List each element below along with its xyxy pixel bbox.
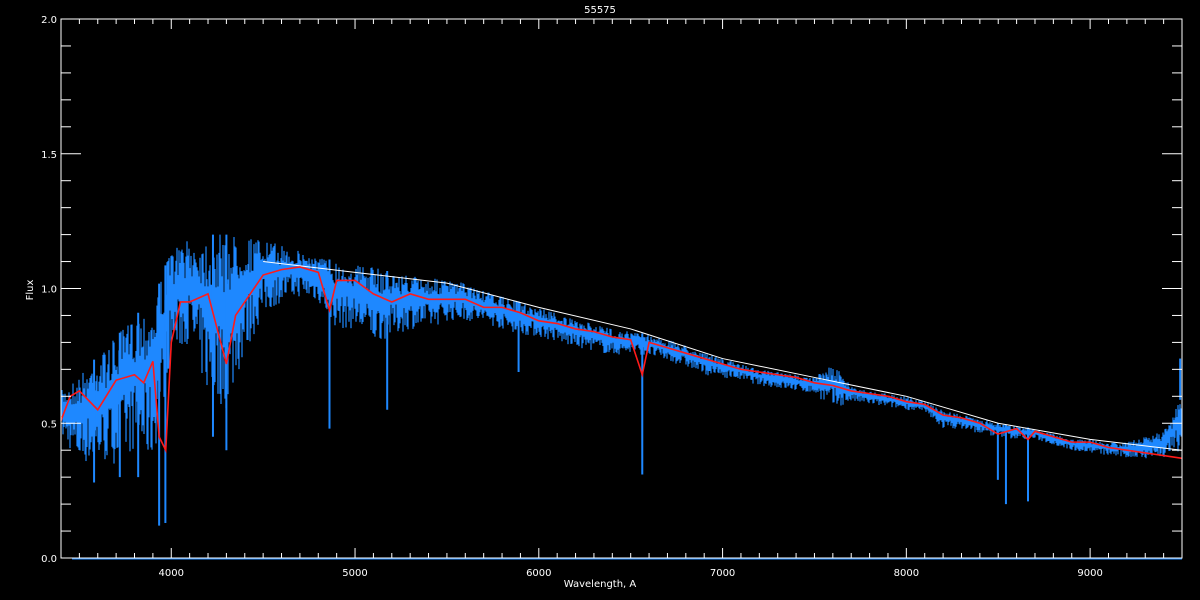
red-model-line (60, 266, 1183, 460)
y-tick-label: 1.5 (41, 150, 57, 161)
red-model-series (60, 266, 1183, 460)
x-tick-label: 8000 (894, 568, 919, 579)
y-tick-label: 0.5 (41, 419, 57, 430)
y-tick-label: 1.0 (41, 285, 57, 296)
white-spectrum-line (263, 261, 1183, 451)
x-tick-label: 4000 (159, 568, 184, 579)
x-tick-label: 7000 (710, 568, 735, 579)
x-tick-label: 5000 (342, 568, 367, 579)
series-layer (60, 234, 1183, 560)
x-axis-label: Wavelength, A (564, 579, 637, 590)
chart-title: 55575 (584, 5, 616, 16)
y-tick-label: 2.0 (41, 15, 57, 26)
x-tick-label: 6000 (526, 568, 551, 579)
white-spectrum-series (263, 261, 1183, 451)
tick-layer: 4000 5000 6000 7000 8000 9000 0.0 0.5 1.0 1.5 2.0 (41, 15, 1183, 579)
y-axis-label: Flux (25, 280, 36, 301)
y-tick-label: 0.0 (41, 554, 57, 565)
x-tick-label: 9000 (1077, 568, 1102, 579)
